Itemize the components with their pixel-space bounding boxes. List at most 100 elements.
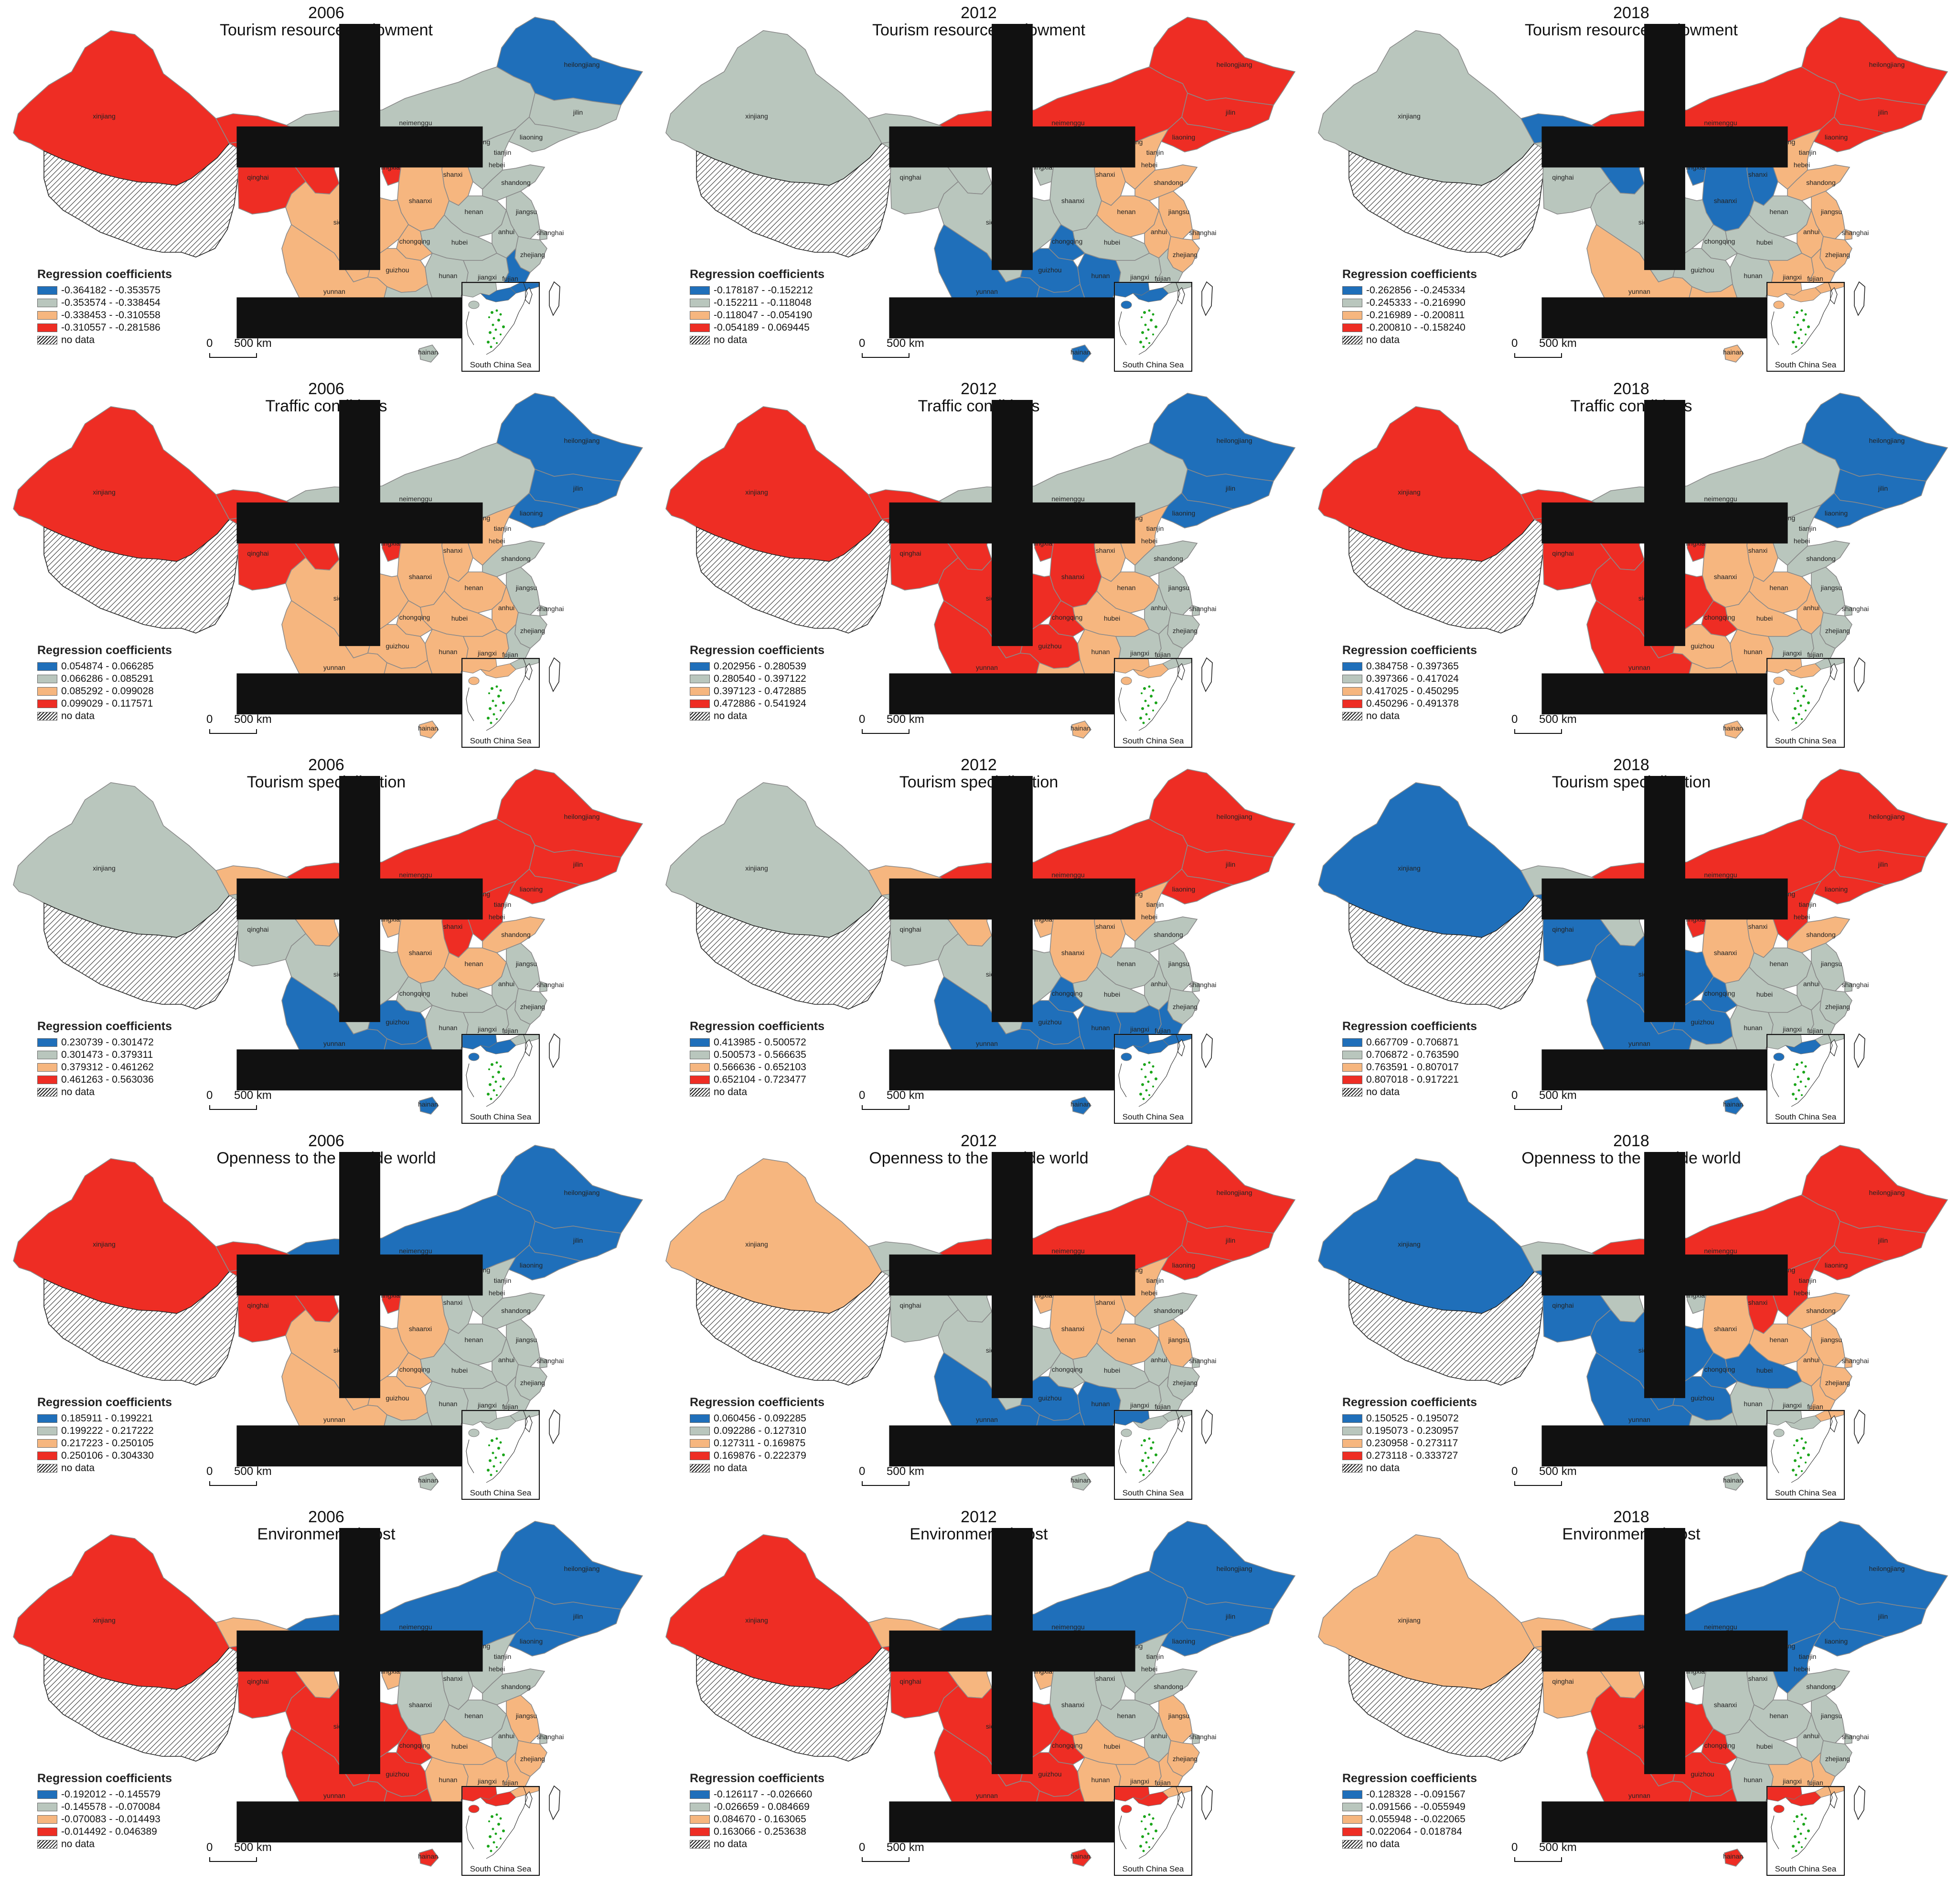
legend-label: no data [61,1839,95,1850]
legend-item: 0.667709 - 0.706871 [1342,1036,1477,1049]
legend: Regression coefficients 0.413985 - 0.5005… [690,1020,824,1098]
province-label: hainan [1070,1852,1091,1860]
province-label: jiangsu [1820,584,1842,592]
scale-bar: 0 500 km [853,337,949,366]
province-label: yunnan [976,1040,998,1047]
province-label: jiangsu [1168,208,1189,215]
province-heilongjiang [496,1521,643,1610]
province-label: qinghai [1552,549,1573,557]
legend-label: 0.397123 - 0.472885 [714,686,806,697]
legend-label: no data [714,710,748,721]
province-label: guizhou [1038,1770,1061,1778]
province-label: yunnan [976,1792,998,1799]
province-hainan [419,1849,439,1867]
province-label: jiangxi [1782,1401,1802,1409]
province-heilongjiang [1149,1521,1296,1610]
panel-year: 2012 [961,1508,997,1526]
province-label: hainan [1723,1476,1743,1484]
scale-bar: 0 500 km [1506,337,1601,366]
province-shandong [482,164,546,201]
province-label: jiangxi [1130,1025,1149,1033]
map-panel: xinjianggansuqinghaineimengguheilongjian… [1305,1128,1958,1504]
province-heilongjiang [1149,769,1296,858]
province-hainan [1071,721,1092,739]
legend-swatch [690,1828,710,1836]
scale-bar: 0 500 km [201,1841,296,1870]
province-label: jiangsu [1820,1712,1842,1720]
province-label: xinjiang [745,864,768,872]
province-hainan [1071,1849,1092,1867]
province-label: neimenggu [1704,1623,1737,1631]
province-tibet [696,518,892,634]
legend-swatch [1342,1452,1362,1460]
province-label: shanxi [1748,171,1767,178]
legend-label: -0.353574 - -0.338454 [61,297,160,308]
legend-label: 0.217223 - 0.250105 [61,1438,154,1449]
province-label: jilin [573,1613,583,1620]
map-panel: xinjianggansuqinghaineimengguheilongjian… [0,1504,653,1880]
province-label: jiangsu [1820,1336,1842,1344]
legend-swatch [37,1815,57,1824]
province-label: shandong [1806,555,1836,562]
province-label: shaanxi [409,573,432,581]
province-label: zhejiang [520,627,545,635]
province-shanghai [539,228,547,240]
legend-item: 0.217223 - 0.250105 [37,1437,172,1450]
north-arrow-icon [1338,776,1788,1091]
legend-label: no data [1366,1463,1400,1474]
province-label: heilongjiang [1217,813,1252,820]
north-arrow-icon [686,776,1135,1091]
panel-year: 2018 [1613,756,1649,774]
legend-label: 0.054874 - 0.066285 [61,661,154,672]
legend-swatch [1342,286,1362,295]
province-label: hebei [1794,1665,1810,1673]
province-label: shanghai [1842,981,1869,989]
province-label: fujian [1807,1403,1823,1410]
province-shanghai [1844,1732,1852,1744]
legend-label: -0.055948 - -0.022065 [1366,1814,1466,1825]
province-heilongjiang [1801,769,1948,858]
province-taiwan [1201,281,1213,316]
legend-swatch [1342,323,1362,332]
legend-label: no data [1366,334,1400,345]
province-label: hebei [489,1289,505,1297]
legend-swatch [1342,1076,1362,1084]
province-label: hebei [1141,161,1157,169]
province-label: liaoning [520,885,543,893]
province-label: anhui [1151,228,1167,236]
province-tibet [696,142,892,258]
legend-heading: Regression coefficients [1342,644,1477,657]
province-label: shaanxi [409,1701,432,1709]
province-label: anhui [1151,1356,1167,1364]
scale-bar-line [862,729,909,734]
province-tibet [1348,518,1544,634]
province-label: tianjin [1799,525,1817,532]
province-label: yunnan [323,664,345,671]
legend-item: 0.500573 - 0.566635 [690,1049,824,1061]
province-label: hubei [1756,990,1773,998]
province-label: hebei [1141,537,1157,545]
legend-item-no-data: no data [690,334,824,346]
panel-year: 2006 [308,1508,344,1526]
legend-swatch [37,1790,57,1799]
south-china-sea-inset: South China Sea [1766,1786,1845,1876]
legend-item: -0.145578 - -0.070084 [37,1801,172,1813]
province-label: hainan [1723,724,1743,732]
province-label: henan [465,1712,483,1720]
province-taiwan [1201,1785,1213,1820]
province-label: qinghai [1552,1302,1573,1309]
province-label: hunan [1091,648,1110,656]
inset-map [1767,1787,1844,1859]
province-label: guizhou [385,1394,409,1402]
legend-label: 0.085292 - 0.099028 [61,686,154,697]
province-label: tianjin [494,901,512,908]
legend-swatch [690,1076,710,1084]
panel-title: Tourism resource endowment [1525,21,1738,39]
province-label: jiangsu [515,1712,537,1720]
province-shandong [482,540,546,577]
province-shanghai [1192,1732,1200,1744]
legend-swatch [690,1063,710,1072]
province-label: hubei [1104,1743,1120,1750]
province-label: hunan [1091,272,1110,280]
legend-item: 0.807018 - 0.917221 [1342,1074,1477,1086]
